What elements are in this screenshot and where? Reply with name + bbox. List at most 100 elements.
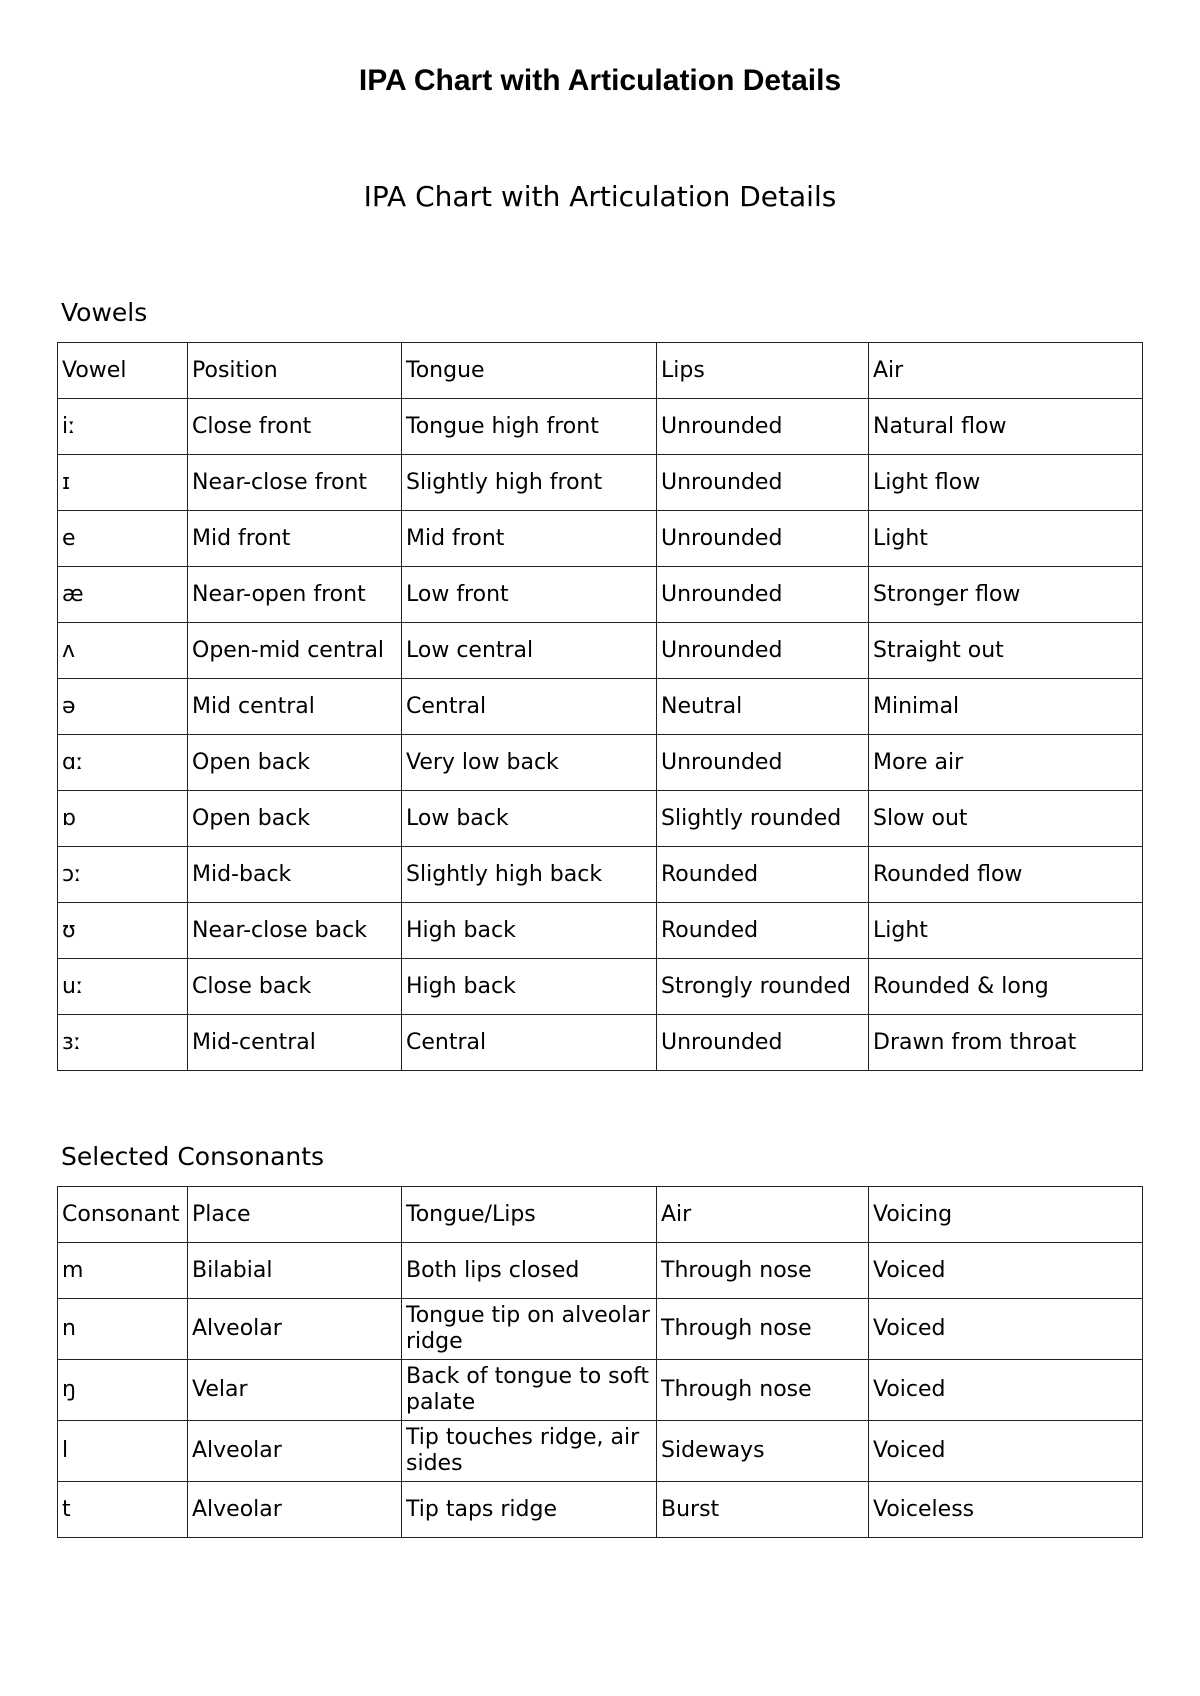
table-row: ɪ Near-close front Slightly high front Unro… — [57, 454, 1143, 511]
table-cell: ʌ — [57, 622, 188, 679]
table-cell: Near-open front — [187, 566, 402, 623]
table-cell: n — [57, 1298, 188, 1360]
table-cell: Unrounded — [656, 510, 869, 567]
table-cell: Voiced — [868, 1242, 1143, 1299]
table-cell: Voiced — [868, 1420, 1143, 1482]
column-header: Consonant — [57, 1186, 188, 1243]
table-cell: Minimal — [868, 678, 1143, 735]
table-row: l Alveolar Tip touches ridge, air sides Sid… — [57, 1420, 1143, 1482]
column-header: Place — [187, 1186, 402, 1243]
table-cell: Unrounded — [656, 398, 869, 455]
vowels-table: Vowel Position Tongue Lips Air iː Close front T… — [57, 342, 1143, 1071]
table-cell: m — [57, 1242, 188, 1299]
table-row: ʊ Near-close back High back Rounded Light — [57, 902, 1143, 959]
table-cell: ɑː — [57, 734, 188, 791]
document-body: Vowels Vowel Position Tongue Lips Air iː Close… — [57, 298, 1143, 1598]
table-cell: Through nose — [656, 1298, 869, 1360]
table-row: m Bilabial Both lips closed Through nose Voi… — [57, 1242, 1143, 1299]
table-cell: Drawn from throat — [868, 1014, 1143, 1071]
table-cell: Light — [868, 902, 1143, 959]
table-row: e Mid front Mid front Unrounded Light — [57, 510, 1143, 567]
table-cell: e — [57, 510, 188, 567]
table-cell: Unrounded — [656, 566, 869, 623]
table-cell: High back — [401, 902, 657, 959]
table-cell: uː — [57, 958, 188, 1015]
table-cell: Mid central — [187, 678, 402, 735]
table-cell: Alveolar — [187, 1481, 402, 1538]
table-cell: Rounded flow — [868, 846, 1143, 903]
table-row: ɒ Open back Low back Slightly rounded Slow o… — [57, 790, 1143, 847]
table-cell: Both lips closed — [401, 1242, 657, 1299]
table-cell: Slightly high front — [401, 454, 657, 511]
table-cell: Mid-central — [187, 1014, 402, 1071]
consonants-heading: Selected Consonants — [61, 1142, 325, 1171]
table-cell: æ — [57, 566, 188, 623]
table-cell: Alveolar — [187, 1420, 402, 1482]
table-row: n Alveolar Tongue tip on alveolar ridge Thr… — [57, 1298, 1143, 1360]
table-cell: Burst — [656, 1481, 869, 1538]
table-cell: Through nose — [656, 1242, 869, 1299]
table-cell: Through nose — [656, 1359, 869, 1421]
table-cell: Velar — [187, 1359, 402, 1421]
table-header-row: Vowel Position Tongue Lips Air — [57, 342, 1143, 399]
table-cell: l — [57, 1420, 188, 1482]
table-cell: Rounded — [656, 846, 869, 903]
table-cell: Open back — [187, 734, 402, 791]
table-cell: Unrounded — [656, 734, 869, 791]
table-cell: Open-mid central — [187, 622, 402, 679]
table-cell: Very low back — [401, 734, 657, 791]
table-row: uː Close back High back Strongly rounded Rou… — [57, 958, 1143, 1015]
table-cell: ɒ — [57, 790, 188, 847]
table-cell: Slightly high back — [401, 846, 657, 903]
table-cell: Bilabial — [187, 1242, 402, 1299]
table-cell: Sideways — [656, 1420, 869, 1482]
table-row: ɜː Mid-central Central Unrounded Drawn from … — [57, 1014, 1143, 1071]
table-cell: Voiceless — [868, 1481, 1143, 1538]
table-cell: Neutral — [656, 678, 869, 735]
column-header: Position — [187, 342, 402, 399]
table-cell: Near-close back — [187, 902, 402, 959]
table-cell: Close front — [187, 398, 402, 455]
table-row: iː Close front Tongue high front Unrounded N… — [57, 398, 1143, 455]
column-header: Air — [656, 1186, 869, 1243]
table-cell: Voiced — [868, 1359, 1143, 1421]
table-cell: ɔː — [57, 846, 188, 903]
table-cell: Low front — [401, 566, 657, 623]
table-cell: Unrounded — [656, 622, 869, 679]
table-cell: Tongue tip on alveolar ridge — [401, 1298, 657, 1360]
document-subtitle: IPA Chart with Articulation Details — [363, 180, 837, 213]
table-cell: Open back — [187, 790, 402, 847]
table-cell: iː — [57, 398, 188, 455]
column-header: Lips — [656, 342, 869, 399]
table-cell: ɜː — [57, 1014, 188, 1071]
table-cell: Rounded & long — [868, 958, 1143, 1015]
table-cell: Tongue high front — [401, 398, 657, 455]
table-cell: Alveolar — [187, 1298, 402, 1360]
column-header: Voicing — [868, 1186, 1143, 1243]
table-row: ɑː Open back Very low back Unrounded More ai… — [57, 734, 1143, 791]
table-cell: ɪ — [57, 454, 188, 511]
table-cell: ə — [57, 678, 188, 735]
table-row: æ Near-open front Low front Unrounded Strong… — [57, 566, 1143, 623]
column-header: Tongue/Lips — [401, 1186, 657, 1243]
table-cell: Central — [401, 678, 657, 735]
table-row: ŋ Velar Back of tongue to soft palate Throu… — [57, 1359, 1143, 1421]
table-row: t Alveolar Tip taps ridge Burst Voiceless — [57, 1481, 1143, 1538]
table-cell: Voiced — [868, 1298, 1143, 1360]
document-title: IPA Chart with Articulation Details — [358, 64, 842, 97]
table-cell: High back — [401, 958, 657, 1015]
table-cell: Unrounded — [656, 454, 869, 511]
table-cell: Slightly rounded — [656, 790, 869, 847]
table-cell: Tip touches ridge, air sides — [401, 1420, 657, 1482]
table-row: ʌ Open-mid central Low central Unrounded Str… — [57, 622, 1143, 679]
column-header: Air — [868, 342, 1143, 399]
table-cell: Slow out — [868, 790, 1143, 847]
table-cell: Light flow — [868, 454, 1143, 511]
table-cell: Central — [401, 1014, 657, 1071]
table-row: ə Mid central Central Neutral Minimal — [57, 678, 1143, 735]
table-cell: Tip taps ridge — [401, 1481, 657, 1538]
table-row: ɔː Mid-back Slightly high back Rounded Round… — [57, 846, 1143, 903]
table-cell: Mid front — [401, 510, 657, 567]
consonants-table: Consonant Place Tongue/Lips Air Voicing m Bila… — [57, 1186, 1143, 1538]
table-cell: ŋ — [57, 1359, 188, 1421]
